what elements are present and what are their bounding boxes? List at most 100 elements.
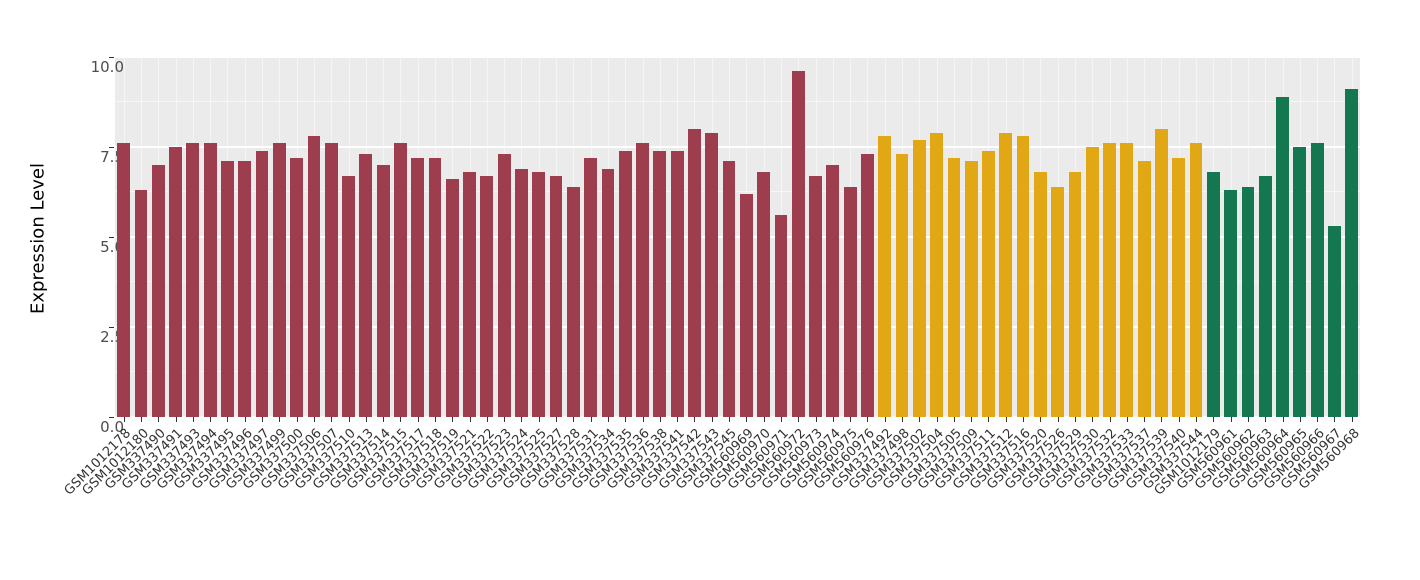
x-tick-mark xyxy=(348,417,350,422)
x-tick-cell xyxy=(997,417,1014,422)
x-tick-cell xyxy=(271,417,288,422)
x-tick-mark xyxy=(746,417,748,422)
bar xyxy=(705,132,719,417)
x-tick-cell xyxy=(392,417,409,422)
x-tick-cell xyxy=(461,417,478,422)
bar xyxy=(653,150,667,417)
gridline-minor xyxy=(115,281,1360,282)
x-tick-mark xyxy=(1005,417,1007,422)
bar-slot xyxy=(1239,57,1256,417)
gridline-major xyxy=(115,146,1360,148)
bar-slot xyxy=(599,57,616,417)
x-tick-mark xyxy=(953,417,955,422)
x-tick-cell xyxy=(426,417,443,422)
bar-slot xyxy=(772,57,789,417)
x-tick-mark xyxy=(607,417,609,422)
bar-slot xyxy=(184,57,201,417)
x-tick-cell xyxy=(945,417,962,422)
x-tick-mark xyxy=(1317,417,1319,422)
x-tick-cell xyxy=(409,417,426,422)
bar-slot xyxy=(755,57,772,417)
bar-slot xyxy=(720,57,737,417)
bar xyxy=(1103,143,1116,417)
y-tick-mark xyxy=(109,327,114,328)
gridline-minor xyxy=(115,101,1360,102)
bar xyxy=(688,129,701,417)
bar-slot xyxy=(547,57,564,417)
x-tick-mark xyxy=(434,417,436,422)
x-tick-mark xyxy=(867,417,869,422)
x-tick-mark xyxy=(417,417,419,422)
bar-slot xyxy=(1308,57,1325,417)
x-tick-cell xyxy=(115,417,132,422)
bar-slot xyxy=(1084,57,1101,417)
x-tick-cell xyxy=(980,417,997,422)
x-tick-mark xyxy=(331,417,333,422)
x-tick-mark xyxy=(1334,417,1336,422)
bar xyxy=(1258,175,1272,417)
x-tick-mark xyxy=(919,417,921,422)
x-tick-cell xyxy=(617,417,634,422)
x-tick-cell xyxy=(824,417,841,422)
bar xyxy=(290,157,304,417)
bar-slot xyxy=(132,57,149,417)
x-tick-cell xyxy=(288,417,305,422)
y-tick-mark xyxy=(109,417,114,418)
bar-slot xyxy=(236,57,253,417)
bar-slot xyxy=(1136,57,1153,417)
bar xyxy=(151,165,165,417)
bar-slot xyxy=(980,57,997,417)
x-tick-mark xyxy=(936,417,938,422)
bar xyxy=(186,143,200,417)
x-tick-cell xyxy=(911,417,928,422)
bar-slot xyxy=(1101,57,1118,417)
bar xyxy=(618,150,632,417)
bar-slot xyxy=(893,57,910,417)
x-tick-mark xyxy=(763,417,765,422)
bar-slot xyxy=(461,57,478,417)
x-tick-mark xyxy=(625,417,627,422)
bar-slot xyxy=(582,57,599,417)
x-tick-mark xyxy=(1109,417,1111,422)
bar xyxy=(1345,89,1359,417)
bar-slot xyxy=(167,57,184,417)
x-tick-mark xyxy=(798,417,800,422)
bar-slot xyxy=(1222,57,1239,417)
x-tick-cell xyxy=(841,417,858,422)
bar xyxy=(895,154,909,417)
bar-slot xyxy=(305,57,322,417)
x-tick-mark xyxy=(1057,417,1059,422)
bar xyxy=(376,165,390,417)
bar xyxy=(912,139,926,417)
x-tick-cell xyxy=(1308,417,1325,422)
bar xyxy=(324,143,338,417)
bar-slot xyxy=(323,57,340,417)
bar-slot xyxy=(478,57,495,417)
bar-slot xyxy=(426,57,443,417)
bar xyxy=(117,143,131,417)
bar-slot xyxy=(634,57,651,417)
x-tick-mark xyxy=(902,417,903,422)
bar-slot xyxy=(565,57,582,417)
x-tick-cell xyxy=(1239,417,1256,422)
x-tick-cell xyxy=(893,417,910,422)
x-tick-mark xyxy=(694,417,696,422)
bar xyxy=(566,186,580,417)
y-tick-label: 10.0 xyxy=(90,58,124,76)
bar-slot xyxy=(876,57,893,417)
bar-slot xyxy=(686,57,703,417)
x-tick-mark xyxy=(642,417,644,422)
bar-slot xyxy=(201,57,218,417)
bar-slot xyxy=(1343,57,1360,417)
x-tick-cell xyxy=(928,417,945,422)
bar xyxy=(411,157,425,417)
x-tick-cell xyxy=(150,417,167,422)
bar-slot xyxy=(738,57,755,417)
x-tick-cell xyxy=(1274,417,1291,422)
bar-slot xyxy=(1049,57,1066,417)
x-axis-labels: GSM1012178 GSM1012180 GSM337490 GSM337491 GS… xyxy=(62,424,1363,574)
bar xyxy=(1137,161,1151,417)
bar xyxy=(1189,143,1203,417)
x-tick-mark xyxy=(1126,417,1128,422)
bar-slot xyxy=(253,57,270,417)
